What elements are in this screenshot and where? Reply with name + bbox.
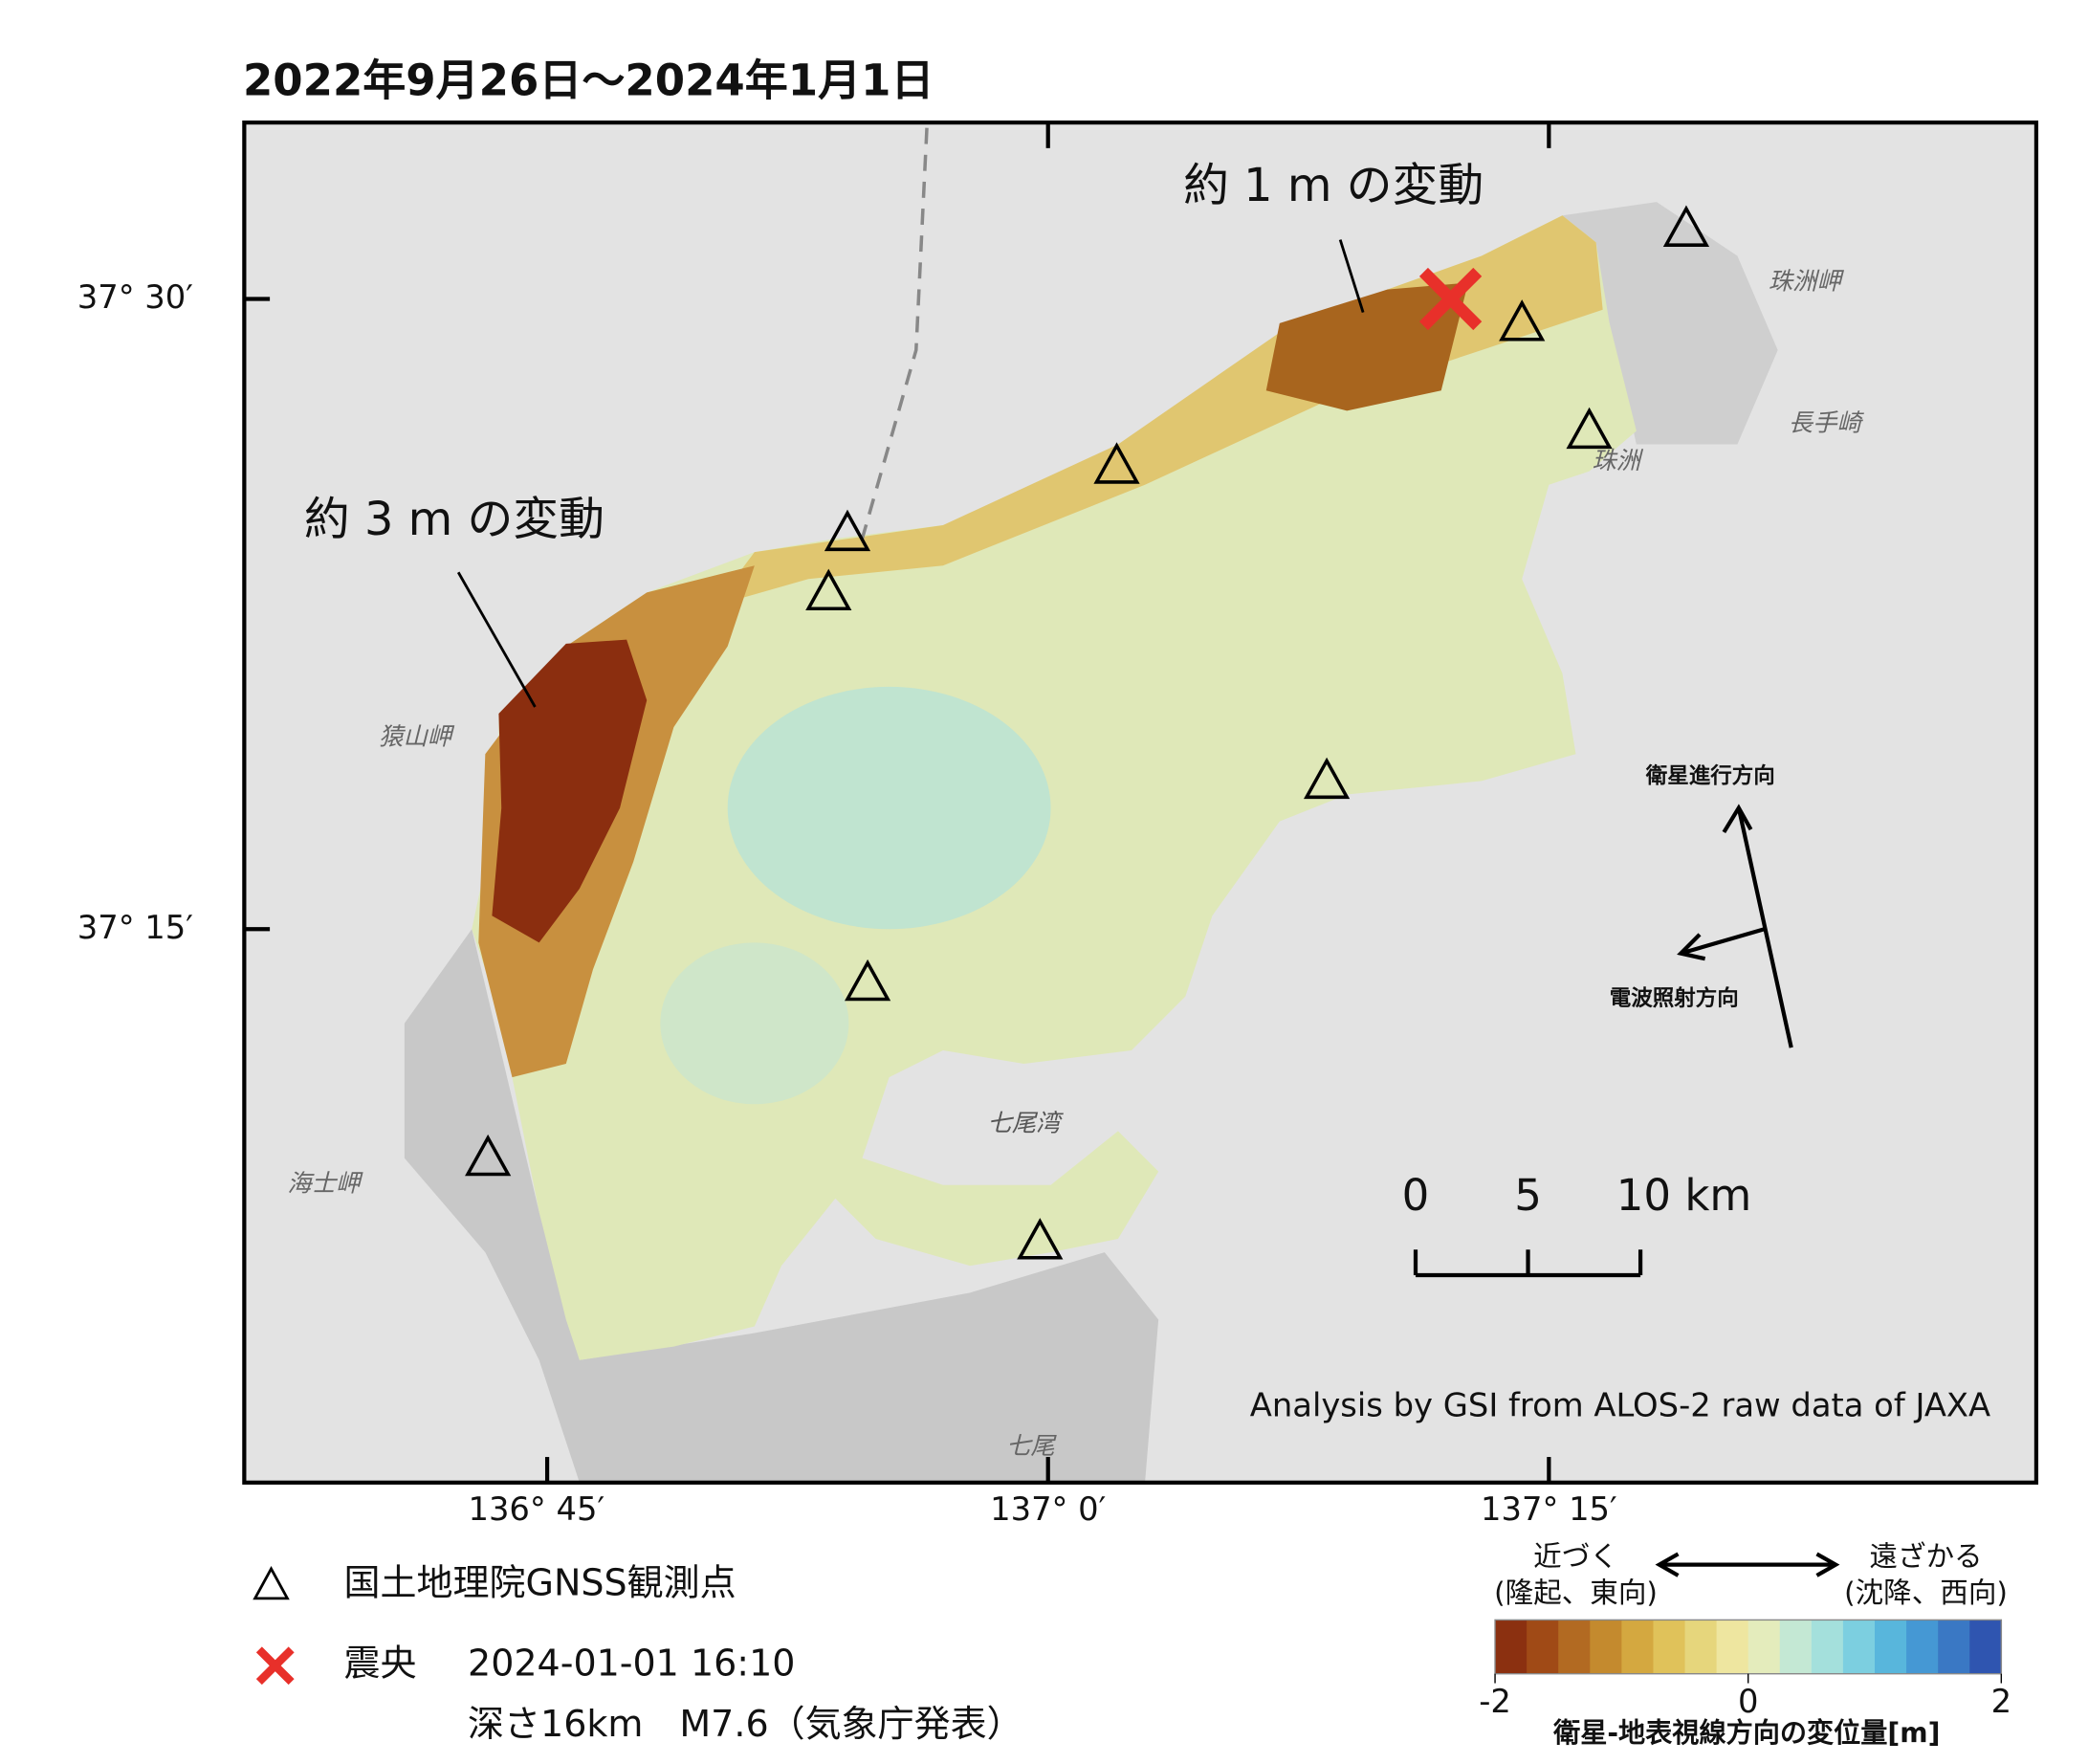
legend-epicenter-icon [255, 1646, 295, 1686]
displacement-patch [1265, 282, 1468, 411]
colorbar-segment [1558, 1620, 1591, 1674]
colorbar-caption: (隆起、東向) [1494, 1577, 1658, 1609]
colorbar: -2 0 2 [1479, 1619, 2011, 1720]
colorbar-caption: 遠ざかる [1869, 1540, 1982, 1573]
lat-label: 37° 15′ [77, 909, 193, 946]
gnss-station [1303, 757, 1351, 800]
scale-label: 5 [1514, 1170, 1542, 1221]
colorbar-label: 衛星-地表視線方向の変位量[m] [1552, 1717, 1940, 1749]
gnss-station [1499, 299, 1546, 342]
gnss-station [1017, 1218, 1064, 1260]
legend-text: 深さ16km M7.6（気象庁発表） [468, 1703, 1023, 1745]
legend-text: 国土地理院GNSS観測点 [344, 1561, 736, 1603]
direction-label: 電波照射方向 [1610, 985, 1739, 1011]
place-name: 猿山岬 [379, 721, 455, 750]
colorbar-segment [1779, 1620, 1813, 1674]
gnss-station [1662, 205, 1710, 247]
graticule-ticks [244, 122, 1551, 1483]
colorbar-segment [1842, 1620, 1876, 1674]
legend-text: 2024-01-01 16:10 [468, 1643, 795, 1685]
place-name: 長手崎 [1789, 408, 1865, 436]
gnss-station [844, 959, 891, 1002]
place-name: 珠洲岬 [1769, 267, 1845, 296]
lon-label: 137° 15′ [1481, 1490, 1617, 1528]
colorbar-caption: 近づく [1533, 1540, 1618, 1573]
annotation: 約 1 m の変動 [1183, 160, 1484, 212]
leader-line [456, 571, 537, 708]
place-name: 海士岬 [287, 1169, 363, 1198]
colorbar-segment [1716, 1620, 1749, 1674]
displacement-patch [727, 686, 1051, 930]
place-name: 七尾湾 [987, 1108, 1064, 1136]
scale-label: 0 [1402, 1170, 1430, 1221]
colorbar-segment [1495, 1620, 1528, 1674]
colorbar-segment [1653, 1620, 1686, 1674]
land [1562, 202, 1778, 445]
lon-label: 137° 0′ [990, 1490, 1106, 1528]
colorbar-segment [1747, 1620, 1781, 1674]
colorbar-segment [1875, 1620, 1907, 1674]
annotation: 約 3 m の変動 [304, 494, 604, 546]
direction-label: 衛星進行方向 [1645, 763, 1775, 789]
colorbar-segment [1684, 1620, 1718, 1674]
boundary-line [860, 127, 929, 540]
displacement-patch [492, 639, 648, 943]
colorbar-segment [1906, 1620, 1939, 1674]
colorbar-arrow [1655, 1552, 1840, 1577]
gnss-station [465, 1134, 512, 1177]
colorbar-segment [1969, 1620, 2003, 1674]
colorbar-tick-label: 2 [1991, 1683, 2011, 1720]
credit: Analysis by GSI from ALOS-2 raw data of … [1250, 1386, 1990, 1423]
gnss-station [824, 509, 871, 552]
colorbar-caption: (沈降、西向) [1844, 1577, 2008, 1609]
gnss-station [805, 568, 852, 611]
colorbar-segment [1811, 1620, 1844, 1674]
displacement-patch [660, 942, 849, 1105]
leader-line [1338, 239, 1365, 313]
land [404, 929, 1159, 1483]
lat-label: 37° 30′ [77, 278, 193, 316]
colorbar-tick-label: 0 [1738, 1683, 1758, 1720]
colorbar-segment [1527, 1620, 1559, 1674]
scale-label: 10 km [1616, 1170, 1752, 1221]
colorbar-segment [1590, 1620, 1623, 1674]
legend-text: 震央 [344, 1643, 417, 1685]
place-name: 七尾 [1006, 1431, 1057, 1460]
scale-bar: 0 5 10 km [1402, 1170, 1752, 1278]
colorbar-segment [1621, 1620, 1655, 1674]
lon-label: 136° 45′ [468, 1490, 604, 1528]
direction-arrows [1677, 804, 1793, 1048]
colorbar-tick-label: -2 [1479, 1683, 1511, 1720]
gnss-station [1566, 407, 1613, 450]
title: 2022年9月26日～2024年1月1日 [243, 55, 934, 105]
place-name: 珠洲 [1592, 446, 1643, 474]
gnss-station [1093, 442, 1140, 484]
epicenter-marker [1418, 267, 1483, 331]
legend-station-icon [253, 1565, 290, 1600]
gnss-stations [465, 205, 1710, 1260]
map-frame [242, 120, 2039, 1485]
colorbar-segment [1938, 1620, 1970, 1674]
